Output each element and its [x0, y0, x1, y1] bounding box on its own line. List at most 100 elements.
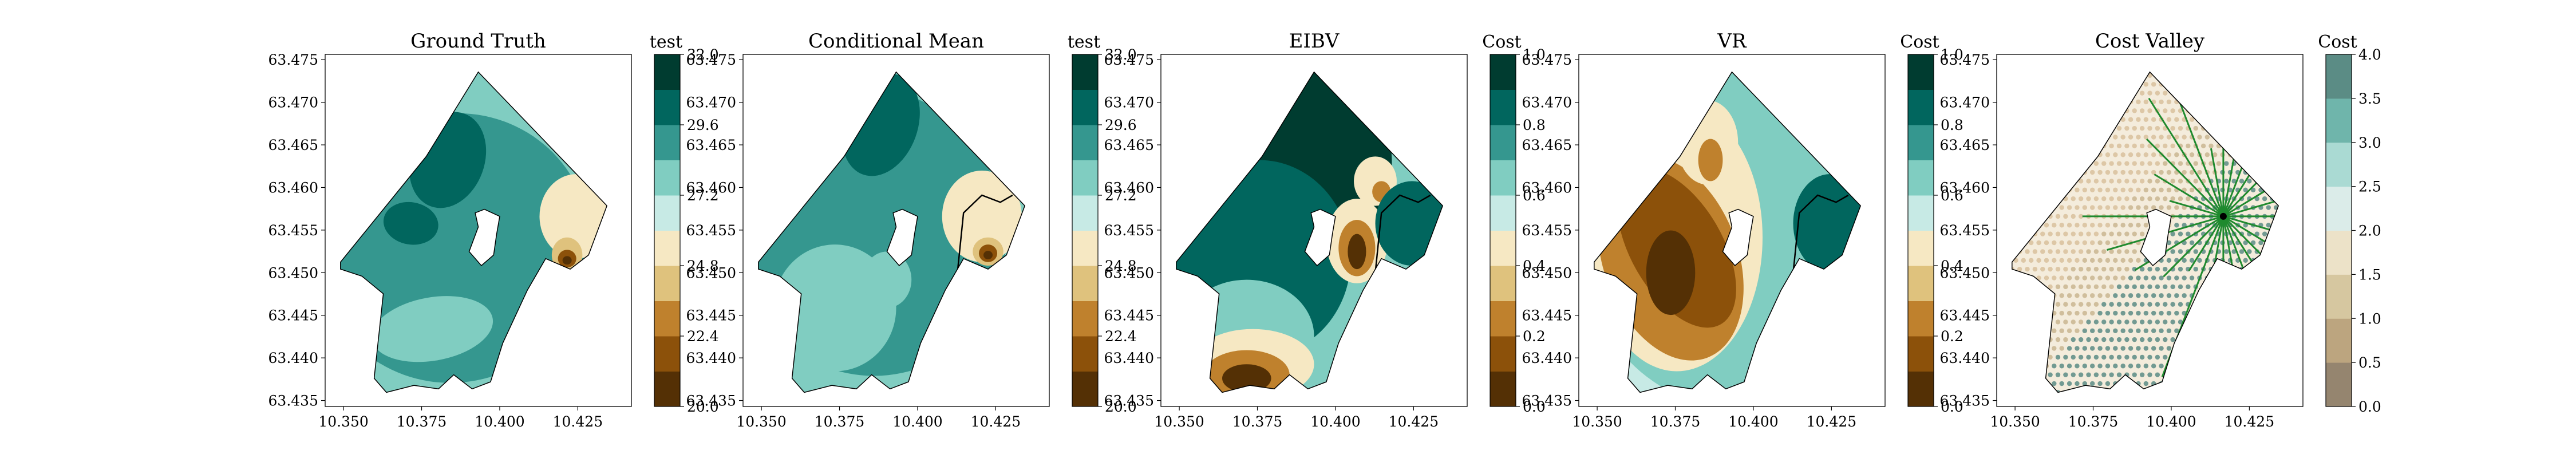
panel-3: EIBV 10.350 10.375 10.400 10.425 63.475 63.470…: [1104, 30, 1546, 430]
colorbar-level: [1908, 125, 1934, 160]
colorbar-tick-label: 2.5: [2358, 179, 2381, 195]
colorbar-tick-label: 4.0: [2358, 46, 2381, 63]
y-tick-label: 63.455: [1104, 222, 1154, 239]
colorbar-tick-label: 3.5: [2358, 90, 2381, 107]
colorbar-level: [654, 125, 680, 160]
colorbar-level: [2326, 186, 2352, 231]
colorbar-tick-label: 0.8: [1523, 117, 1546, 133]
colorbar-tick-label: 0.2: [1523, 328, 1546, 345]
boundary: [1176, 71, 1444, 393]
colorbar-tick-label: 0.0: [2358, 398, 2381, 415]
x-tick-label: 10.400: [1728, 413, 1778, 430]
boundary: [758, 71, 1026, 393]
colorbar-tick-label: 0.0: [1523, 398, 1546, 415]
colorbar-level: [654, 160, 680, 196]
colorbar-tick-label: 0.6: [1523, 187, 1546, 204]
colorbar-tick-label: 27.2: [687, 187, 719, 204]
y-tick-label: 63.460: [1104, 179, 1154, 196]
colorbar-level: [1072, 266, 1098, 301]
x-tick-label: 10.425: [971, 413, 1021, 430]
y-tick-label: 63.440: [268, 350, 318, 366]
y-tick-label: 63.445: [1522, 307, 1572, 324]
x-tick-label: 10.375: [1232, 413, 1282, 430]
colorbar-tick-label: 0.8: [1941, 117, 1963, 133]
colorbar-level: [1490, 230, 1516, 266]
colorbar-level: [1908, 160, 1934, 196]
x-tick-label: 10.425: [553, 413, 603, 430]
y-tick-label: 63.460: [1940, 179, 1990, 196]
colorbar-level: [1490, 54, 1516, 90]
y-tick-label: 63.475: [1940, 52, 1990, 68]
colorbar-level: [654, 230, 680, 266]
colorbar-level: [2326, 362, 2352, 407]
colorbar-level: [1072, 371, 1098, 407]
y-tick-label: 63.435: [268, 393, 318, 409]
colorbar-title: test: [650, 32, 682, 52]
panel-4: VR 10.350 10.375 10.400 10.425 63.475 63.470 63…: [1522, 30, 1963, 430]
colorbar-title: test: [1068, 32, 1100, 52]
boundary: [340, 71, 608, 393]
boundary: [1594, 71, 1862, 393]
colorbar-level: [1908, 230, 1934, 266]
panel-title: Cost Valley: [2095, 30, 2205, 53]
y-tick-label: 63.460: [1522, 179, 1572, 196]
colorbar-level: [1072, 301, 1098, 337]
x-tick-label: 10.375: [1650, 413, 1700, 430]
colorbar-level: [1490, 160, 1516, 196]
y-tick-label: 63.435: [686, 393, 736, 409]
y-tick-label: 63.455: [1522, 222, 1572, 239]
colorbar-level: [1072, 89, 1098, 125]
map-field: [1594, 72, 1861, 393]
colorbar-level: [1908, 266, 1934, 301]
y-tick-label: 63.465: [1522, 137, 1572, 153]
colorbar-tick-label: 22.4: [1105, 328, 1137, 345]
colorbar-level: [2326, 98, 2352, 143]
y-tick-label: 63.445: [1104, 307, 1154, 324]
colorbar-level: [1490, 89, 1516, 125]
x-tick-label: 10.400: [2146, 413, 2196, 430]
colorbar-level: [654, 54, 680, 90]
x-tick-label: 10.375: [2068, 413, 2118, 430]
y-tick-label: 63.470: [1104, 94, 1154, 111]
y-tick-label: 63.470: [1940, 94, 1990, 111]
colorbar-tick-label: 29.6: [687, 117, 719, 133]
colorbar-level: [654, 195, 680, 231]
colorbar-level: [1908, 89, 1934, 125]
axes-frame: [1996, 54, 2304, 407]
panel-title: Ground Truth: [410, 30, 546, 53]
panel-title: Conditional Mean: [808, 30, 984, 53]
colorbar-tick-label: 27.2: [1105, 187, 1137, 204]
colorbar-level: [2326, 230, 2352, 275]
colorbar-tick-label: 0.2: [1941, 328, 1963, 345]
y-tick-label: 63.465: [1104, 137, 1154, 153]
colorbar-tick-label: 0.0: [1941, 398, 1963, 415]
colorbar-tick-label: 2.0: [2358, 223, 2381, 239]
x-tick-label: 10.425: [2225, 413, 2274, 430]
y-tick-label: 63.445: [686, 307, 736, 324]
island: [2140, 208, 2172, 267]
y-tick-label: 63.455: [686, 222, 736, 239]
y-tick-label: 63.440: [1940, 350, 1990, 366]
colorbar-title: Cost: [2318, 32, 2357, 52]
island: [1722, 208, 1754, 267]
colorbar-tick-label: 1.5: [2358, 266, 2381, 283]
colorbar-level: [1908, 336, 1934, 372]
colorbar: test 20.0 22.4 24.8 27.2 29.6 32.0: [1068, 32, 1137, 415]
y-tick-label: 63.470: [1522, 94, 1572, 111]
colorbar-level: [1072, 195, 1098, 231]
colorbar-tick-label: 22.4: [687, 328, 719, 345]
colorbar: Cost 0.0 0.5 1.0 1.5 2.0 2.5 3.0 3.5 4.0: [2318, 32, 2381, 415]
colorbar-level: [1072, 125, 1098, 160]
panel-1: Ground Truth 10.350 10.375 10.400 10.425 63.4…: [268, 30, 719, 430]
survey-path: [1792, 194, 1849, 273]
y-tick-label: 63.435: [1940, 393, 1990, 409]
x-tick-label: 10.350: [1572, 413, 1622, 430]
y-tick-label: 63.460: [686, 179, 736, 196]
colorbar-level: [654, 371, 680, 407]
y-tick-label: 63.460: [268, 179, 318, 196]
x-tick-label: 10.425: [1807, 413, 1856, 430]
y-tick-label: 63.445: [268, 307, 318, 324]
colorbar-level: [1490, 371, 1516, 407]
y-tick-label: 63.450: [1940, 264, 1990, 281]
